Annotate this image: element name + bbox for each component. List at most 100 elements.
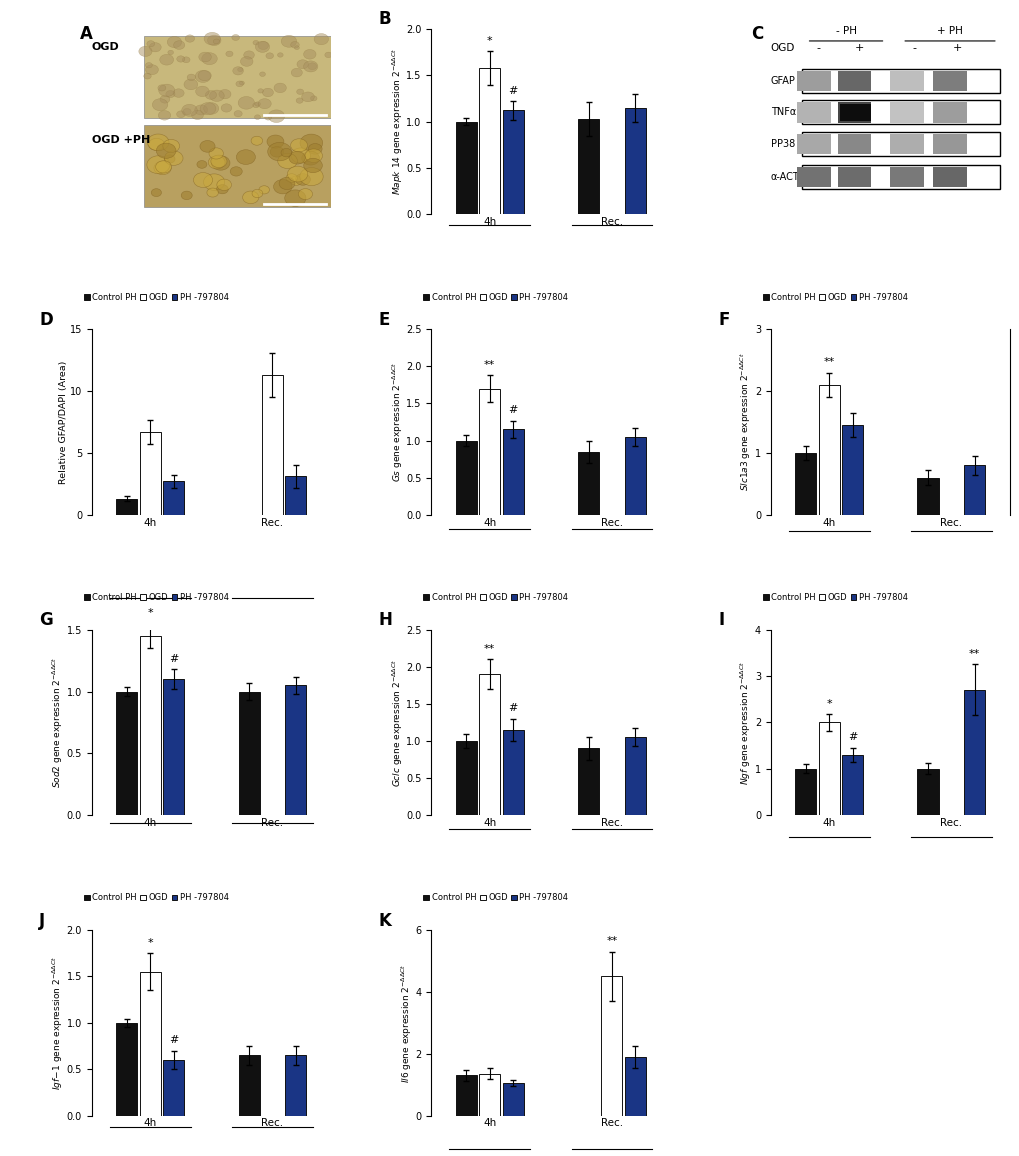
Circle shape (164, 155, 175, 163)
Circle shape (207, 188, 218, 197)
Circle shape (259, 186, 269, 194)
Bar (479, 1074, 499, 1116)
Circle shape (192, 110, 204, 119)
Text: #: # (847, 733, 856, 742)
Text: I: I (717, 612, 723, 629)
Bar (502, 729, 523, 815)
Circle shape (197, 161, 207, 169)
Circle shape (324, 52, 331, 58)
Circle shape (221, 104, 231, 112)
Text: **: ** (968, 649, 979, 659)
Bar (455, 741, 477, 815)
Text: +: + (952, 44, 961, 53)
Bar (116, 1023, 138, 1116)
Bar (163, 1060, 184, 1116)
Circle shape (156, 143, 176, 158)
Circle shape (207, 35, 221, 45)
Bar (502, 429, 523, 514)
Circle shape (296, 98, 303, 103)
Circle shape (181, 104, 197, 117)
Legend: Control PH, OGD, PH -797804: Control PH, OGD, PH -797804 (762, 593, 907, 602)
Bar (932, 168, 966, 187)
Bar (116, 498, 138, 514)
Circle shape (154, 161, 171, 175)
Bar (795, 453, 815, 514)
Circle shape (159, 84, 174, 97)
Circle shape (151, 188, 161, 197)
Circle shape (308, 143, 322, 154)
Circle shape (211, 155, 227, 168)
Bar (625, 738, 645, 815)
Circle shape (266, 53, 273, 59)
Circle shape (300, 134, 322, 151)
Bar (801, 68, 1000, 92)
Circle shape (204, 103, 218, 114)
Bar (818, 722, 839, 815)
Circle shape (199, 52, 211, 62)
Circle shape (198, 71, 211, 81)
Text: OGD +PH: OGD +PH (92, 135, 150, 146)
Circle shape (291, 68, 302, 77)
Text: F: F (717, 311, 729, 328)
Legend: Control PH, OGD, PH -797804: Control PH, OGD, PH -797804 (84, 894, 228, 903)
Bar (625, 1057, 645, 1116)
Circle shape (287, 166, 308, 181)
Bar (455, 121, 477, 214)
Circle shape (236, 150, 255, 164)
Circle shape (290, 176, 302, 185)
Text: B: B (378, 10, 391, 29)
Circle shape (290, 42, 299, 49)
Circle shape (258, 42, 268, 50)
Text: *: * (486, 36, 492, 45)
Circle shape (273, 179, 291, 194)
Text: #: # (169, 653, 178, 664)
Bar (837, 134, 870, 154)
Text: **: ** (484, 644, 495, 654)
Circle shape (267, 135, 283, 148)
Circle shape (262, 88, 273, 97)
Legend: Control PH, OGD, PH -797804: Control PH, OGD, PH -797804 (423, 0, 568, 1)
Circle shape (235, 81, 244, 87)
Y-axis label: $\it{Gs}$ gene expression $2^{-\Delta\Delta Ct}$: $\it{Gs}$ gene expression $2^{-\Delta\De… (390, 362, 405, 482)
Bar (801, 101, 1000, 125)
Bar (916, 769, 937, 815)
Text: E: E (378, 311, 389, 328)
Circle shape (213, 39, 219, 44)
Text: - PH: - PH (835, 27, 856, 36)
Bar (601, 977, 622, 1116)
Bar (285, 476, 306, 514)
Bar (479, 674, 499, 815)
Circle shape (216, 185, 228, 194)
Bar (163, 481, 184, 514)
Y-axis label: $\it{Mapk\ 14}$ gene expression $2^{-\Delta\Delta Ct}$: $\it{Mapk\ 14}$ gene expression $2^{-\De… (390, 47, 405, 195)
Circle shape (205, 90, 216, 99)
Bar (842, 425, 862, 514)
Circle shape (270, 147, 283, 157)
Circle shape (158, 84, 166, 91)
Circle shape (255, 102, 260, 106)
Circle shape (176, 111, 185, 118)
Bar (578, 452, 598, 514)
Circle shape (176, 55, 184, 62)
Circle shape (160, 96, 170, 103)
Circle shape (253, 40, 259, 45)
Circle shape (209, 90, 224, 102)
Text: #: # (507, 703, 518, 713)
Bar (796, 168, 829, 187)
Bar (455, 440, 477, 514)
Bar (796, 71, 829, 91)
Y-axis label: $\it{Ngf}$ gene expression $2^{-\Delta\Delta Ct}$: $\it{Ngf}$ gene expression $2^{-\Delta\D… (738, 660, 753, 785)
Circle shape (314, 34, 328, 45)
Bar (801, 165, 1000, 190)
Circle shape (196, 87, 209, 97)
Circle shape (146, 65, 158, 75)
Circle shape (231, 35, 239, 40)
Circle shape (139, 46, 152, 57)
Circle shape (167, 37, 181, 47)
Legend: Control PH, OGD, PH -797804: Control PH, OGD, PH -797804 (762, 292, 907, 302)
Circle shape (173, 40, 184, 50)
Circle shape (182, 109, 191, 114)
Text: OGD: OGD (770, 44, 795, 53)
Circle shape (156, 161, 171, 173)
Circle shape (304, 61, 318, 72)
